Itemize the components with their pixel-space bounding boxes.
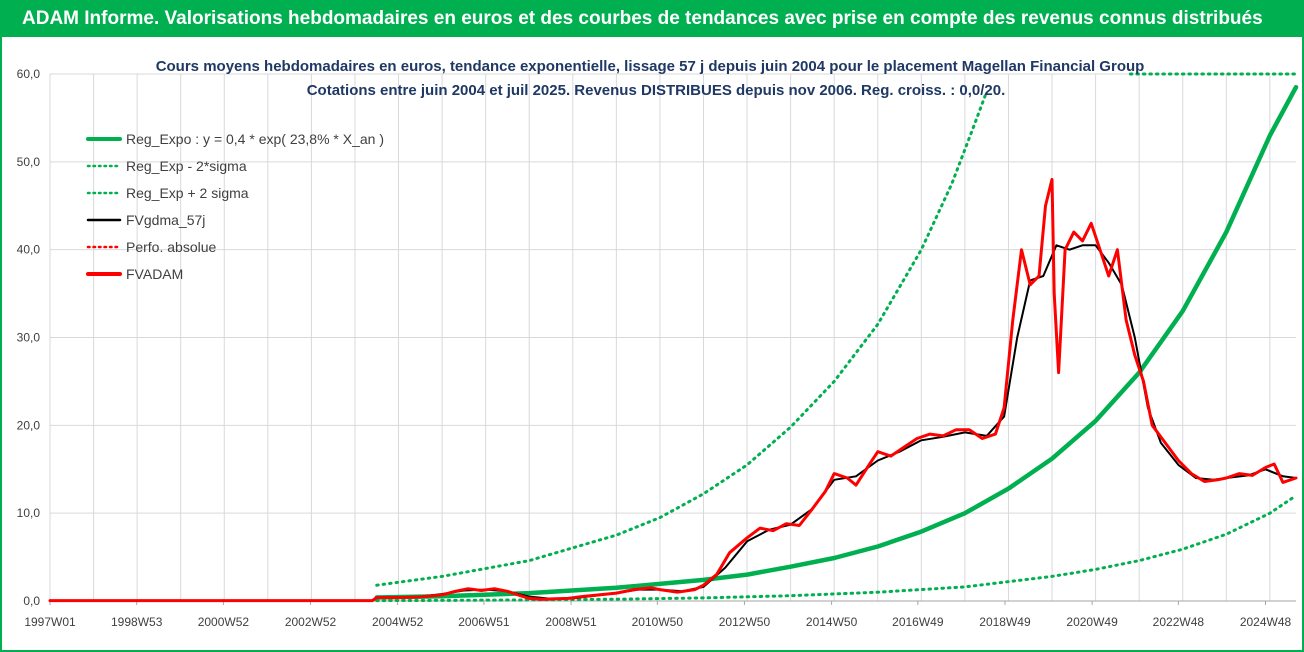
y-tick-label: 60,0 <box>17 67 41 81</box>
x-axis: 1997W01 1998W53 2000W52 2002W52 2004W52 2006W… <box>24 600 1296 629</box>
x-tick-label: 2016W49 <box>892 615 944 629</box>
y-tick-label: 50,0 <box>17 155 41 169</box>
grid <box>49 73 1296 602</box>
y-axis: 0,0 10,0 20,0 30,0 40,0 50,0 60,0 <box>17 67 41 608</box>
x-tick-label: 1998W53 <box>111 615 163 629</box>
y-tick-label: 0,0 <box>23 594 40 608</box>
legend-label: Perfo. absolue <box>126 239 216 255</box>
x-tick-label: 2006W51 <box>458 615 510 629</box>
x-tick-label: 2012W50 <box>719 615 771 629</box>
x-tick-label: 2020W49 <box>1066 615 1118 629</box>
x-tick-label: 2010W50 <box>632 615 684 629</box>
y-tick-label: 40,0 <box>17 243 41 257</box>
x-tick-label: 2004W52 <box>372 615 424 629</box>
x-tick-label: 2014W50 <box>806 615 858 629</box>
series-line-fvgdma <box>375 244 1297 600</box>
x-tick-label: 2008W51 <box>545 615 597 629</box>
legend-label: Reg_Expo : y = 0,4 * exp( 23,8% * X_an ) <box>126 131 384 147</box>
y-tick-label: 10,0 <box>17 506 41 520</box>
x-tick-label: 2024W48 <box>1240 615 1292 629</box>
legend-label: FVADAM <box>126 266 183 282</box>
chart-title: Cours moyens hebdomadaires en euros, ten… <box>156 58 1145 99</box>
x-tick-label: 2018W49 <box>979 615 1031 629</box>
x-tick-label: 1997W01 <box>24 615 76 629</box>
chart: 0,0 10,0 20,0 30,0 40,0 50,0 60,0 1997W01 1998W… <box>17 58 1299 629</box>
banner-title: ADAM Informe. Valorisations hebdomadaire… <box>0 0 1304 37</box>
legend-label: Reg_Exp - 2*sigma <box>126 158 247 174</box>
x-tick-label: 2000W52 <box>198 615 250 629</box>
series-layer <box>48 72 1299 603</box>
legend-label: FVgdma_57j <box>126 212 205 228</box>
x-tick-label: 2022W48 <box>1153 615 1205 629</box>
y-tick-label: 20,0 <box>17 418 41 432</box>
y-tick-label: 30,0 <box>17 331 41 345</box>
chart-title-line1: Cours moyens hebdomadaires en euros, ten… <box>156 58 1145 75</box>
legend: Reg_Expo : y = 0,4 * exp( 23,8% * X_an )… <box>86 131 384 282</box>
x-tick-label: 2002W52 <box>285 615 337 629</box>
legend-label: Reg_Exp + 2 sigma <box>126 185 249 201</box>
chart-title-line2: Cotations entre juin 2004 et juil 2025. … <box>307 82 1006 99</box>
series-line-reg_plus <box>375 90 989 587</box>
series-line-fvadam <box>48 177 1298 603</box>
series-line-reg_minus <box>375 494 1298 603</box>
series-line-reg_expo <box>374 84 1299 600</box>
